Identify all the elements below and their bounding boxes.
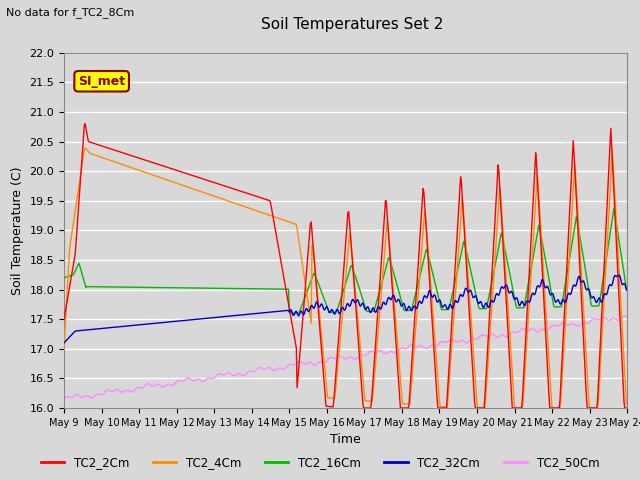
Legend: TC2_2Cm, TC2_4Cm, TC2_16Cm, TC2_32Cm, TC2_50Cm: TC2_2Cm, TC2_4Cm, TC2_16Cm, TC2_32Cm, TC… — [36, 452, 604, 474]
Text: No data for f_TC2_8Cm: No data for f_TC2_8Cm — [6, 7, 134, 18]
X-axis label: Time: Time — [330, 433, 361, 446]
Y-axis label: Soil Temperature (C): Soil Temperature (C) — [11, 166, 24, 295]
Text: Soil Temperatures Set 2: Soil Temperatures Set 2 — [261, 17, 443, 32]
Text: SI_met: SI_met — [78, 75, 125, 88]
